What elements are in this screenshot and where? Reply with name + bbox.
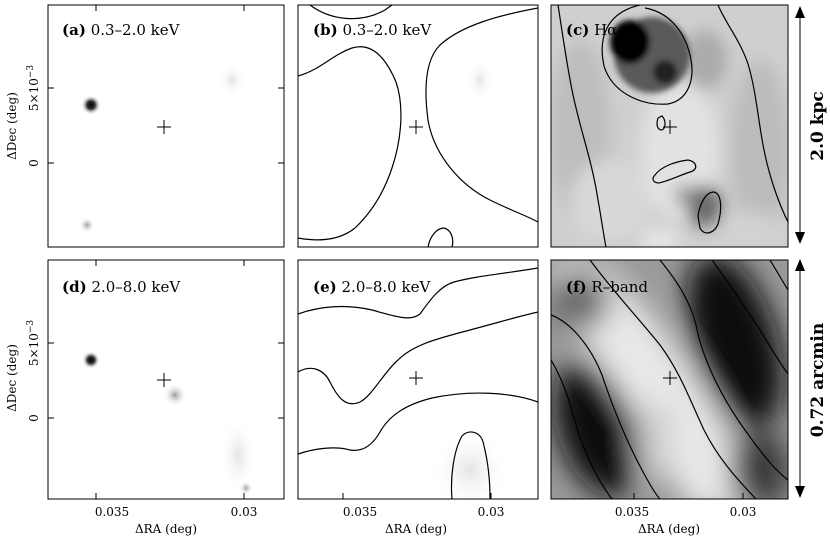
x-tick-label: 0.03 [231,505,258,519]
y-tick-exponent: −3 [26,320,36,334]
contour [717,5,788,223]
cross-marker [409,120,423,134]
contour [298,267,538,319]
cross-marker [663,371,677,385]
x-tick-label: 0.035 [615,505,649,519]
panel-band: 0.3–2.0 keV [86,21,181,39]
y-axis-top: ΔDec (deg) 5×10−3 0 [5,65,41,167]
contour [769,260,788,291]
panel-letter: (f) [566,278,587,296]
contour [450,431,491,499]
frame-ticks [48,5,284,164]
y-axis-bottom: ΔDec (deg) 5×10−3 0 [5,320,41,422]
x-tick-label: 0.035 [95,505,129,519]
panel-label: (d) 2.0–8.0 keV [62,278,181,296]
contour [427,227,454,247]
contour [298,392,538,455]
contour [557,5,607,247]
y-tick-label: 5×10−3 [26,320,41,367]
scale-bar-top: 2.0 kpc [795,6,828,244]
contour [656,115,666,131]
cross-marker [409,371,423,385]
y-tick-exponent: −3 [26,65,36,79]
faint-source [163,383,187,407]
x-axis-d: 0.035 0.03 ΔRA (deg) [95,505,258,536]
panel-band: R–band [587,278,649,296]
scale-bar-label: 0.72 arcmin [808,323,828,437]
panel-letter: (e) [313,278,337,296]
contour [425,7,538,223]
scale-bar-bottom: 0.72 arcmin [795,259,828,498]
x-axis-f: 0.035 0.03 ΔRA (deg) [615,505,757,536]
contour [298,311,538,405]
x-tick-label: 0.035 [343,505,377,519]
faint-source [79,217,95,233]
panel-letter: (a) [62,21,86,39]
y-tick-zero: 0 [27,159,41,167]
arrow-up-icon [795,6,805,18]
faint-source [239,481,253,495]
scale-bar-label: 2.0 kpc [808,91,828,161]
contour [711,260,788,375]
panel-label: (e) 2.0–8.0 keV [313,278,431,296]
panel-a: (a) 0.3–2.0 keV [47,4,285,248]
cross-marker [157,373,171,387]
contour [309,5,393,20]
panel-b: (b) 0.3–2.0 keV [297,4,539,248]
panel-label: (b) 0.3–2.0 keV [313,21,432,39]
x-ray-source [82,351,100,369]
panel-c: (c) Hα [550,4,789,248]
contour [589,260,757,499]
y-tick-zero: 0 [27,414,41,422]
y-axis-label: ΔDec (deg) [5,344,19,412]
y-axis-label: ΔDec (deg) [5,92,19,160]
panel-band: 0.3–2.0 keV [338,21,433,39]
cross-marker [157,120,171,134]
panel-band: 2.0–8.0 keV [87,278,182,296]
frame-ticks [342,493,492,499]
panel-d: (d) 2.0–8.0 keV [47,259,285,500]
x-axis-e: 0.035 0.03 ΔRA (deg) [343,505,505,536]
x-tick-label: 0.03 [478,505,505,519]
contour [697,191,722,234]
y-tick-mantissa: 5×10 [27,333,41,366]
contour [652,159,697,184]
panel-label: (f) R–band [566,278,648,296]
panel-label: (c) Hα [566,21,617,39]
x-axis-label: ΔRA (deg) [638,522,700,536]
contour [551,314,661,499]
faint-source [220,415,256,495]
frame-ticks [48,260,284,499]
panel-band: 2.0–8.0 keV [337,278,432,296]
arrow-down-icon [795,486,805,498]
panel-letter: (d) [62,278,87,296]
arrow-down-icon [795,232,805,244]
panel-letter: (b) [313,21,338,39]
x-tick-label: 0.03 [730,505,757,519]
panel-e: (e) 2.0–8.0 keV [297,259,539,500]
cross-marker [663,120,677,134]
panel-letter: (c) [566,21,589,39]
arrow-up-icon [795,259,805,271]
contour [659,260,788,481]
x-ray-source [81,95,101,115]
panel-band: Hα [589,21,617,39]
frame-ticks [633,493,744,499]
x-axis-label: ΔRA (deg) [385,522,447,536]
y-tick-mantissa: 5×10 [27,78,41,111]
contour [551,359,613,499]
contour [298,46,402,241]
x-axis-label: ΔRA (deg) [135,522,197,536]
panel-f: (f) R–band [550,259,789,500]
panel-label: (a) 0.3–2.0 keV [62,21,181,39]
faint-source [218,62,246,98]
contour [601,5,693,105]
y-tick-label: 5×10−3 [26,65,41,112]
